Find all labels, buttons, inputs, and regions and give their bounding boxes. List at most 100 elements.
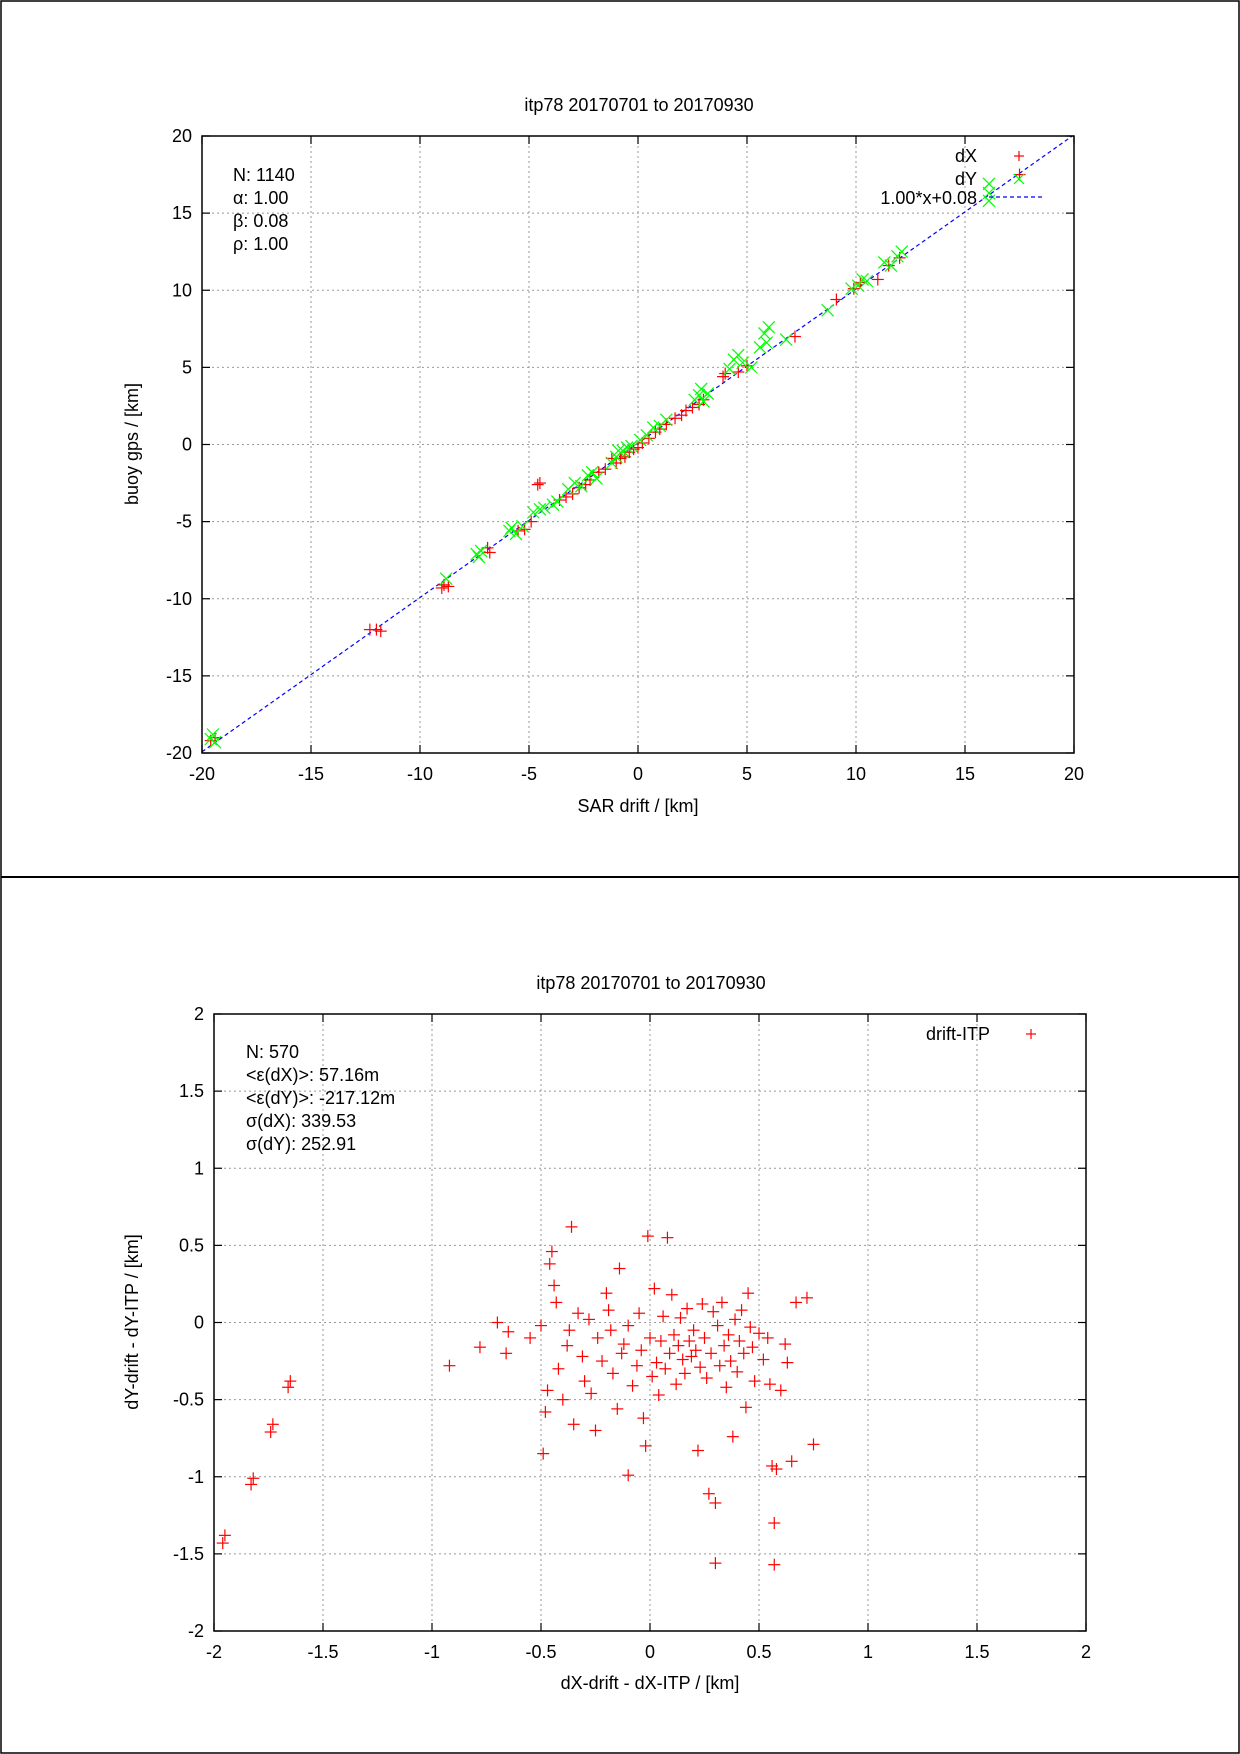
point-dx [584, 473, 597, 486]
point-drift-itp [757, 1353, 770, 1366]
point-drift-itp [715, 1296, 728, 1309]
y-tick-label: 0 [182, 435, 192, 455]
point-dy [760, 336, 774, 350]
point-dy [568, 476, 582, 490]
point-drift-itp [709, 1557, 722, 1570]
chart-1-points [204, 168, 1026, 749]
chart-1-x-ticks: -20 -15 -10 -5 0 5 10 15 20 [189, 136, 1084, 784]
point-dy [701, 387, 715, 401]
x-tick-label: -20 [189, 764, 215, 784]
point-drift-itp [282, 1381, 295, 1394]
point-drift-itp [729, 1313, 742, 1326]
chart-2-y-axis-label: dY-drift - dY-ITP / [km] [122, 1234, 142, 1409]
chart-2-stat-n: N: 570 [246, 1042, 299, 1062]
point-dy [537, 501, 551, 515]
point-dx [686, 401, 699, 414]
point-drift-itp [652, 1388, 665, 1401]
point-dx [788, 330, 801, 343]
point-drift-itp [585, 1387, 598, 1400]
point-dy-b [856, 273, 869, 286]
point-drift-itp [443, 1359, 456, 1372]
y-tick-label: 20 [172, 126, 192, 146]
point-drift-itp [473, 1341, 486, 1354]
point-drift-itp [630, 1359, 643, 1372]
point-drift-itp [726, 1430, 739, 1443]
point-dy [723, 362, 736, 376]
chart-1-stat-n: N: 1140 [233, 165, 295, 185]
point-drift-itp [617, 1338, 630, 1351]
point-dx [374, 625, 387, 638]
point-drift-itp [733, 1335, 746, 1348]
point-drift-itp [739, 1401, 752, 1414]
chart-1-stat-rho: ρ: 1.00 [233, 234, 288, 254]
point-dx [533, 477, 546, 490]
point-dy-b [744, 360, 758, 374]
point-dy [877, 256, 891, 269]
point-dy [779, 333, 793, 347]
point-dy-b [502, 524, 516, 538]
point-dy-b [206, 728, 220, 741]
chart-2-x-ticks: -2 -1.5 -1 -0.5 0 0.5 1 1.5 2 [206, 1014, 1091, 1662]
point-dx [732, 366, 745, 379]
y-tick-label: 1 [194, 1158, 204, 1178]
point-dy [611, 444, 625, 458]
point-drift-itp [626, 1379, 639, 1392]
y-tick-label: -0.5 [173, 1390, 204, 1410]
point-dy [505, 521, 518, 535]
chart-1-y-axis-label: buoy gps / [km] [122, 383, 142, 505]
chart-1-stats: N: 1140 α: 1.00 β: 0.08 ρ: 1.00 [233, 165, 295, 254]
point-dy [625, 439, 638, 453]
point-drift-itp [737, 1347, 750, 1360]
point-dy-b [605, 456, 619, 470]
point-dy-b [851, 279, 865, 293]
point-drift-itp [785, 1455, 798, 1468]
point-dy-b [474, 544, 488, 558]
chart-2-title: itp78 20170701 to 20170930 [536, 973, 765, 993]
point-drift-itp [709, 1496, 722, 1509]
point-dx [847, 282, 860, 295]
point-drift-itp [720, 1381, 733, 1394]
point-dy [845, 282, 859, 296]
point-drift-itp [657, 1310, 670, 1323]
y-tick-label: 2 [194, 1004, 204, 1024]
point-drift-itp [641, 1230, 654, 1243]
point-dy-b [585, 465, 599, 479]
point-drift-itp [698, 1331, 711, 1344]
point-drift-itp [648, 1282, 661, 1295]
x-tick-label: 1.5 [964, 1642, 989, 1662]
x-tick-label: 10 [846, 764, 866, 784]
point-dy-b [516, 519, 529, 533]
point-drift-itp [541, 1384, 554, 1397]
y-tick-label: 0 [194, 1313, 204, 1333]
point-dy-b [860, 274, 874, 288]
point-dy [550, 495, 564, 508]
point-drift-itp [672, 1339, 685, 1352]
point-dy [884, 259, 898, 272]
point-drift-itp [606, 1367, 619, 1380]
chart-2: itp78 20170701 to 20170930 -2 -1.5 -1 -0.5 0… [122, 973, 1091, 1693]
point-dy [758, 327, 771, 340]
chart-2-stat-sigma-dy: σ(dY): 252.91 [246, 1134, 356, 1154]
point-drift-itp [615, 1347, 628, 1360]
point-drift-itp [800, 1291, 813, 1304]
point-dy-b [633, 433, 647, 447]
point-dy [633, 433, 647, 447]
x-tick-label: 0 [633, 764, 643, 784]
point-drift-itp [768, 1558, 781, 1571]
point-drift-itp [578, 1375, 591, 1388]
point-drift-itp [683, 1335, 696, 1348]
point-dy [696, 394, 710, 408]
point-drift-itp [622, 1469, 635, 1482]
point-dx [854, 276, 867, 289]
point-drift-itp [646, 1370, 659, 1383]
point-dx [442, 580, 455, 593]
point-drift-itp [713, 1359, 726, 1372]
legend-marker-dy-b [1013, 173, 1025, 185]
y-tick-label: -20 [166, 743, 192, 763]
point-drift-itp [565, 1220, 578, 1233]
point-dy [590, 472, 604, 485]
chart-1-title: itp78 20170701 to 20170930 [524, 95, 753, 115]
point-drift-itp [572, 1307, 585, 1320]
legend-marker-dy [1013, 173, 1025, 185]
